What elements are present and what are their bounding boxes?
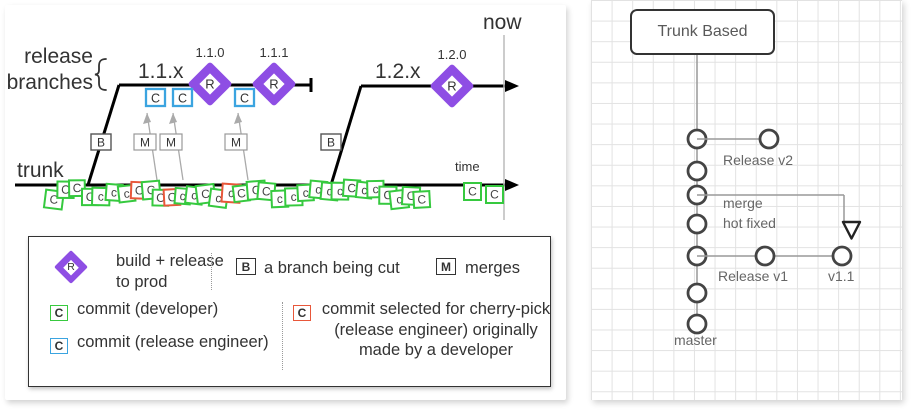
svg-text:merge: merge — [723, 195, 763, 211]
svg-text:trunk: trunk — [17, 159, 64, 182]
svg-text:c: c — [276, 192, 283, 206]
svg-text:R: R — [205, 77, 214, 92]
svg-text:1.1.x: 1.1.x — [138, 60, 184, 83]
svg-text:c: c — [291, 190, 297, 204]
svg-text:R: R — [269, 77, 278, 92]
svg-text:1.2.0: 1.2.0 — [438, 47, 467, 62]
svg-text:release: release — [24, 45, 93, 68]
svg-text:R: R — [447, 79, 456, 94]
svg-text:v1.1: v1.1 — [828, 268, 855, 284]
svg-text:1.1.1: 1.1.1 — [260, 45, 289, 60]
svg-text:c: c — [111, 185, 118, 199]
svg-text:time: time — [455, 159, 480, 174]
svg-text:B: B — [97, 136, 105, 150]
svg-text:C: C — [468, 185, 477, 199]
svg-text:hot fixed: hot fixed — [723, 215, 776, 231]
svg-text:now: now — [483, 11, 522, 34]
svg-text:master: master — [674, 332, 717, 348]
svg-text:1.1.0: 1.1.0 — [196, 45, 225, 60]
svg-text:C: C — [73, 181, 82, 195]
svg-text:M: M — [140, 136, 150, 150]
svg-text:C: C — [178, 92, 187, 106]
svg-text:C: C — [261, 184, 271, 199]
svg-text:c: c — [372, 182, 378, 196]
svg-text:C: C — [151, 92, 160, 106]
svg-text:c: c — [98, 190, 104, 204]
svg-text:C: C — [240, 92, 249, 106]
svg-text:M: M — [231, 136, 241, 150]
svg-text:Release v1: Release v1 — [718, 268, 788, 284]
svg-text:C: C — [417, 192, 427, 206]
svg-text:M: M — [166, 136, 176, 150]
svg-text:branches: branches — [7, 71, 93, 94]
svg-text:c: c — [302, 186, 309, 200]
svg-text:B: B — [327, 136, 335, 150]
svg-text:C: C — [490, 188, 499, 202]
svg-text:Release v2: Release v2 — [723, 152, 793, 168]
svg-text:1.2.x: 1.2.x — [375, 60, 421, 83]
